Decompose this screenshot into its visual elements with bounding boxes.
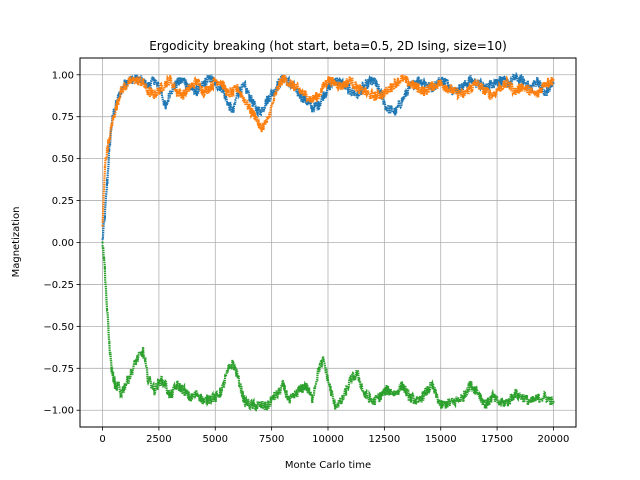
- x-tick-label: 2500: [146, 434, 171, 445]
- series-2-point: [142, 350, 145, 353]
- x-axis-label: Monte Carlo time: [285, 460, 371, 471]
- y-tick-label: 0.50: [52, 154, 74, 165]
- x-tick-label: 0: [99, 434, 105, 445]
- series-0-point: [164, 107, 167, 110]
- series-1-point: [295, 87, 298, 90]
- series-2-point: [417, 400, 420, 403]
- series-0-point: [378, 90, 381, 93]
- series-2: [101, 241, 555, 412]
- series-0-point: [106, 182, 109, 185]
- series-1-point: [119, 90, 122, 93]
- series-1: [101, 71, 555, 227]
- y-axis-ticks: −1.00 −0.75 −0.50 −0.25 0.00 0.25 0.50 0.75 1.00: [43, 70, 80, 417]
- series-2-point: [101, 241, 104, 244]
- x-tick-label: 12500: [368, 434, 400, 445]
- series-1-point: [372, 95, 375, 98]
- y-tick-label: −0.75: [43, 364, 74, 375]
- x-tick-label: 10000: [312, 434, 344, 445]
- series-0-point: [101, 238, 104, 241]
- series-2-point: [164, 384, 167, 387]
- series-2-point: [103, 266, 106, 269]
- x-tick-label: 5000: [203, 434, 228, 445]
- x-tick-label: 7500: [259, 434, 284, 445]
- y-tick-label: 0.25: [52, 196, 74, 207]
- chart-title: Ergodicity breaking (hot start, beta=0.5…: [149, 39, 507, 53]
- series-layer: [101, 71, 555, 412]
- series-2-point: [349, 379, 352, 382]
- y-tick-label: −1.00: [43, 406, 74, 417]
- series-0-point: [209, 77, 212, 80]
- x-axis-ticks: 0 2500 5000 7500 10000 12500 15000 17500 20000: [99, 427, 569, 445]
- series-2-point: [106, 308, 109, 311]
- y-tick-label: −0.25: [43, 280, 74, 291]
- series-1-trace: [101, 71, 554, 223]
- series-0-point: [491, 82, 494, 85]
- x-tick-label: 17500: [481, 434, 513, 445]
- series-0-point: [153, 78, 156, 81]
- series-2-trace: [101, 244, 555, 412]
- series-1-point: [552, 78, 555, 81]
- x-tick-label: 15000: [425, 434, 457, 445]
- series-2-point: [408, 395, 411, 398]
- y-tick-label: 0.75: [52, 112, 74, 123]
- series-2-point: [160, 379, 163, 382]
- series-0-point: [543, 93, 546, 96]
- y-tick-label: 0.00: [52, 238, 74, 249]
- series-0-point: [103, 216, 106, 219]
- series-1-point: [378, 93, 381, 96]
- y-tick-label: 1.00: [52, 70, 74, 81]
- series-0-point: [108, 149, 111, 152]
- x-tick-label: 20000: [538, 434, 570, 445]
- grid-lines: [80, 58, 576, 427]
- y-tick-label: −0.50: [43, 322, 74, 333]
- y-axis-label: Magnetization: [11, 207, 22, 278]
- series-1-point: [101, 224, 104, 227]
